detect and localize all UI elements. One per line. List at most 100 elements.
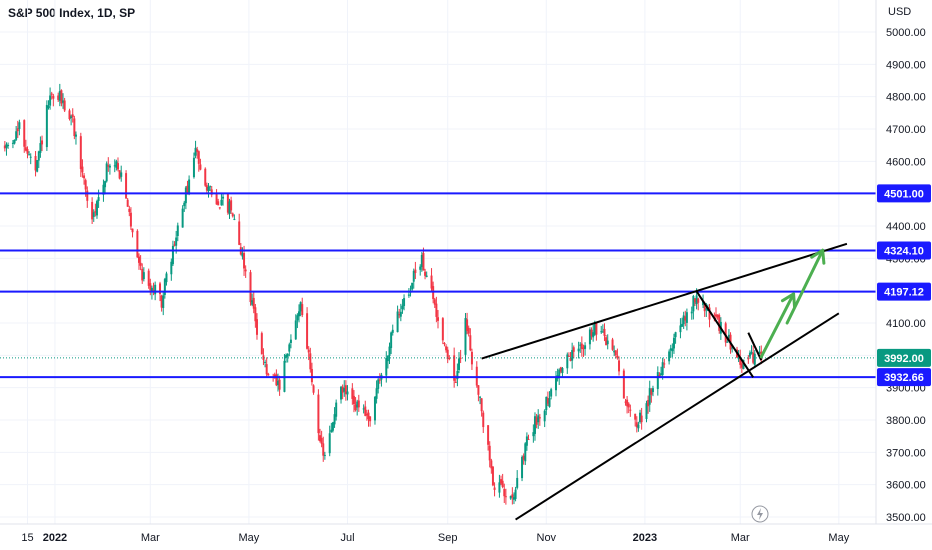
price-tick-label: 4600.00: [886, 156, 926, 168]
candle-body: [537, 415, 540, 423]
candle-body: [640, 415, 643, 423]
candle-body: [210, 189, 213, 195]
trendline: [481, 242, 848, 360]
candle-body: [647, 399, 650, 407]
candle-body: [97, 197, 100, 201]
candle-body: [705, 308, 708, 310]
candle-body: [39, 143, 42, 153]
candle-body: [618, 360, 621, 372]
candle-body: [163, 279, 166, 296]
candle-body: [605, 337, 608, 346]
candle-body: [637, 424, 640, 429]
candle-body: [289, 339, 292, 344]
candle-body: [527, 439, 530, 441]
candle-body: [73, 118, 76, 137]
candle-body: [561, 368, 564, 374]
candle-body: [645, 403, 648, 419]
candle-body: [171, 245, 174, 265]
candle-body: [569, 358, 572, 361]
candle-body: [136, 230, 139, 258]
candle-body: [437, 317, 439, 321]
candle-body: [188, 179, 191, 195]
candle-body: [443, 342, 446, 345]
time-tick-label: 2023: [633, 532, 657, 544]
price-tag-bg: [877, 348, 931, 367]
candle-body: [309, 353, 312, 370]
projection-arrow-shaft: [759, 292, 796, 359]
candle-body: [255, 319, 258, 335]
time-axis[interactable]: 15 2022 Mar May Jul Sep Nov 2023 Mar May: [0, 523, 932, 544]
projection-arrows[interactable]: [759, 248, 826, 359]
candle-body: [147, 270, 150, 286]
candle-body: [514, 489, 517, 499]
candle-body: [753, 353, 756, 365]
horizontal-levels[interactable]: [0, 192, 876, 379]
candle-body: [262, 355, 265, 360]
candle-body: [62, 100, 65, 103]
candle-body: [424, 271, 427, 276]
candle-body: [365, 414, 368, 416]
candle-body: [419, 266, 422, 270]
currency-label: USD: [888, 6, 911, 18]
candle-body: [639, 412, 642, 423]
candle-body: [205, 185, 208, 191]
candle-body: [593, 323, 596, 335]
price-tag-bg: [877, 241, 931, 260]
candle-body: [656, 372, 659, 389]
candle-body: [566, 354, 569, 369]
candle-body: [580, 343, 583, 349]
candle-body: [650, 389, 653, 395]
candle-body: [671, 348, 674, 352]
candle-body: [104, 181, 107, 188]
time-tick-label: May: [239, 532, 260, 544]
candle-body: [603, 328, 606, 336]
candle-body: [488, 445, 491, 461]
candle-body: [660, 373, 663, 375]
candle-body: [584, 345, 587, 349]
candle-body: [11, 142, 14, 144]
candle-body: [390, 332, 393, 348]
trendlines[interactable]: [481, 242, 848, 521]
candle-body: [159, 283, 162, 295]
candle-body: [681, 323, 684, 327]
candle-body: [251, 300, 254, 305]
candle-body: [49, 95, 52, 106]
candle-body: [579, 344, 582, 346]
candle-body: [448, 358, 451, 360]
candle-body: [29, 156, 32, 158]
candle-body: [160, 295, 163, 308]
candle-body: [301, 304, 304, 316]
candle-body: [391, 329, 394, 333]
candle-body: [420, 255, 423, 268]
candle-body: [543, 410, 546, 422]
candle-body: [52, 95, 55, 99]
price-tick-label: 5000.00: [886, 27, 926, 39]
candle-body: [228, 201, 231, 214]
candle-body: [267, 373, 270, 376]
candle-body: [522, 455, 525, 460]
time-tick-label: Mar: [141, 532, 160, 544]
candle-body: [115, 161, 118, 168]
candle-body: [288, 344, 291, 352]
price-tick-label: 4400.00: [886, 221, 926, 233]
lightning-icon[interactable]: [751, 505, 769, 523]
candle-body: [3, 145, 6, 149]
candle-body: [669, 348, 672, 351]
candle-body: [538, 417, 541, 419]
candle-body: [330, 429, 333, 433]
candle-body: [343, 388, 346, 392]
candle-body: [697, 298, 700, 303]
candle-body: [252, 297, 255, 309]
candle-body: [724, 323, 727, 343]
candle-body: [299, 302, 302, 312]
candle-body: [319, 435, 322, 442]
candle-body: [456, 371, 459, 380]
candle-body: [244, 269, 247, 272]
candle-body: [306, 313, 309, 349]
candle-body: [693, 298, 696, 303]
candle-body: [692, 296, 695, 312]
candle-body: [199, 164, 202, 170]
price-axis[interactable]: USD3500.003600.003700.003800.003900.0040…: [875, 0, 926, 524]
candle-body: [226, 193, 229, 213]
